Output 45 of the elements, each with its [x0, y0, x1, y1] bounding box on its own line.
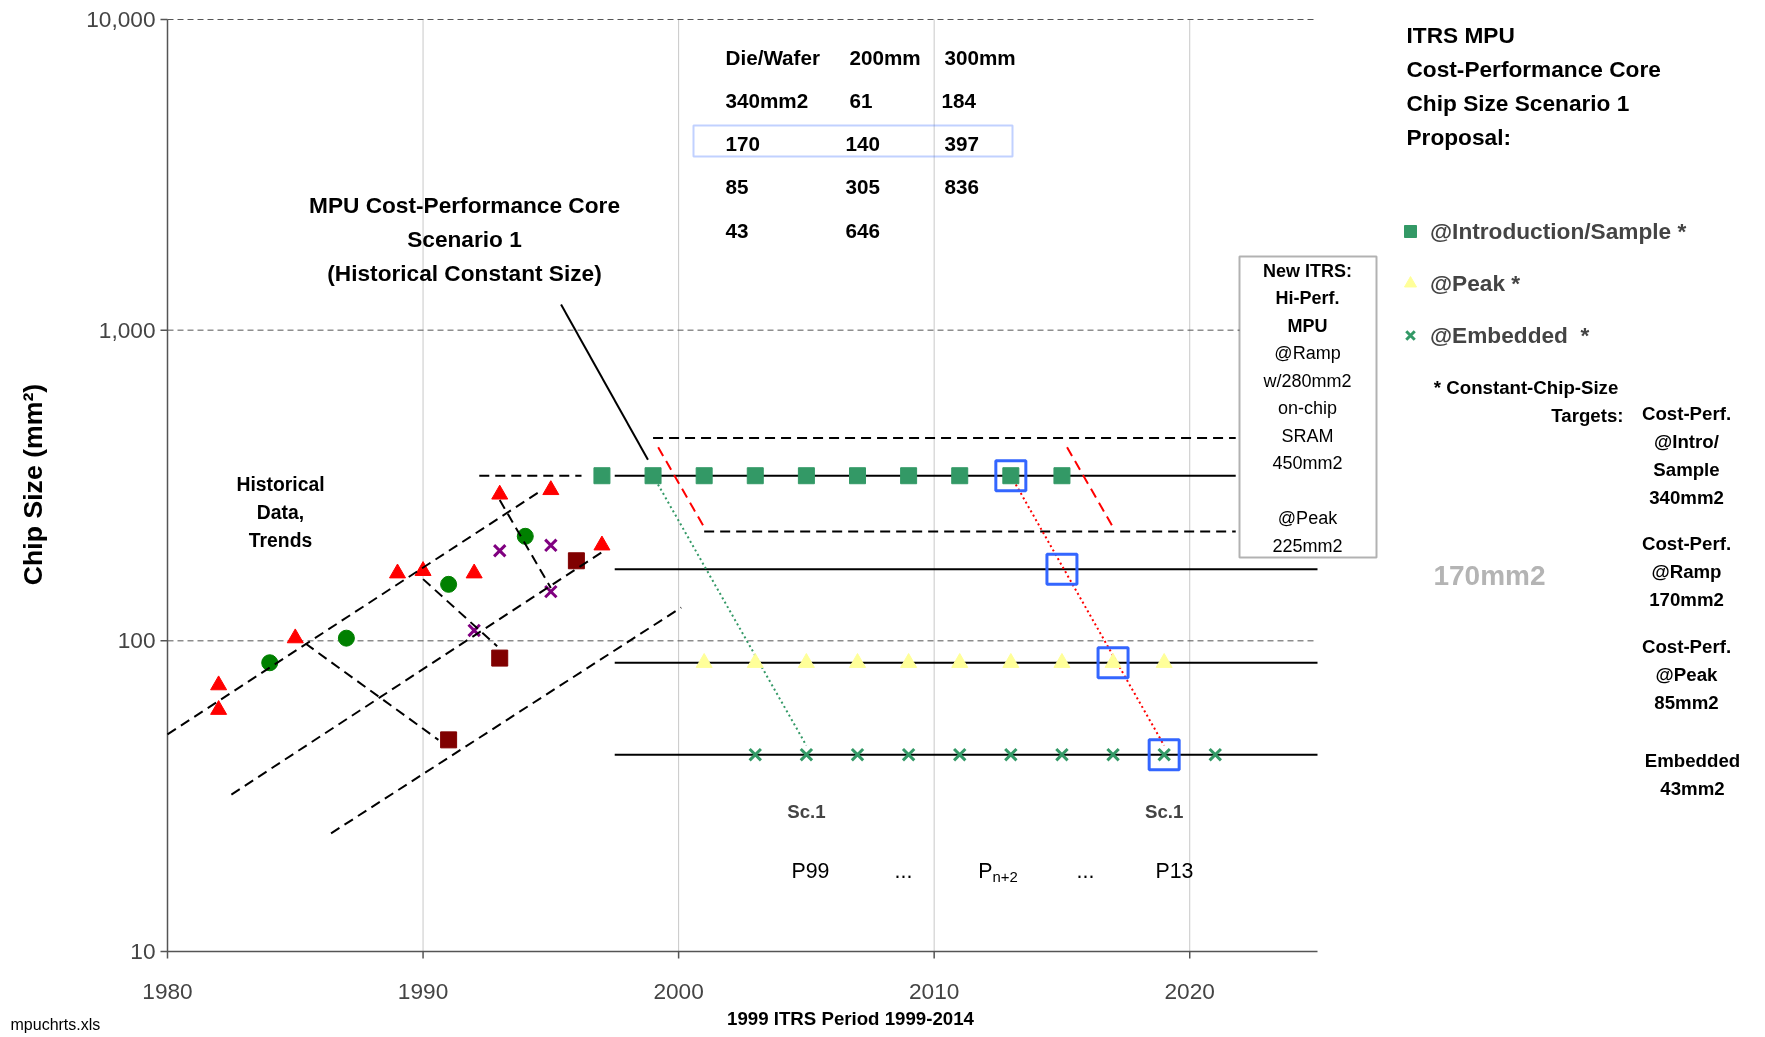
x-tick-label: 2010 — [908, 978, 960, 1004]
annotation: 200mm — [849, 46, 921, 69]
legend-label: @Embedded * — [1430, 320, 1590, 350]
annotation: 340mm2 — [725, 89, 809, 112]
x-tick-label: 1990 — [397, 978, 449, 1004]
y-tick-label: 10,000 — [86, 6, 156, 32]
y-tick-label: 100 — [117, 627, 156, 654]
legend-label: @Introduction/Sample * — [1430, 216, 1687, 246]
annotation: Historical Data, Trends — [236, 474, 325, 551]
legend-label: @Peak * — [1430, 268, 1521, 298]
annotation: 305 — [845, 174, 880, 198]
x-tick-label: 1980 — [142, 978, 193, 1004]
x-tick-label: 2020 — [1164, 978, 1215, 1004]
text: Cost-Perf. @Intro/ Sample 340mm2 — [1641, 403, 1732, 508]
text: mpuchrts.xls — [10, 1016, 101, 1033]
annotation: 300mm — [944, 46, 1016, 69]
annotation: 836 — [944, 174, 979, 198]
y-tick-label: 10 — [130, 938, 156, 964]
annotation: P13 — [1155, 858, 1194, 883]
annotation: Sc.1 — [787, 801, 826, 823]
text: New ITRS: Hi-Perf. MPU @Ramp w/280mm2 on-chip SRAM 450mm2 @Peak 225mm2 — [1263, 260, 1353, 556]
y-tick-label: 1,000 — [98, 316, 156, 343]
text: Embedded 43mm2 — [1644, 750, 1741, 799]
annotation: ... — [894, 859, 913, 883]
y-axis-title: Chip Size (mm²) — [17, 383, 48, 586]
text: 170mm2 — [1433, 560, 1546, 591]
annotation: P99 — [791, 858, 830, 883]
annotation: Die/Wafer — [725, 46, 821, 69]
text: * Constant-Chip-Size Targets: — [1433, 377, 1624, 426]
text: Cost-Perf. @Peak 85mm2 — [1641, 636, 1732, 713]
annotation: Sc.1 — [1144, 801, 1184, 823]
annotation: MPU Cost-Performance Core Scenario 1 (Historical Constant Size) — [309, 191, 620, 286]
annotation: 140 — [845, 131, 880, 155]
annotation: 43 — [725, 218, 749, 242]
annotation: 85 — [725, 174, 749, 198]
legend-title: ITRS MPU Cost-Performance Core Chip Size Scenario 1 Proposal: — [1406, 21, 1661, 150]
x-tick-label: 2000 — [653, 978, 704, 1004]
text: Cost-Perf. @Ramp 170mm2 — [1641, 533, 1732, 610]
annotation: 646 — [845, 218, 880, 242]
annotation: 170 — [725, 131, 760, 155]
annotation: 184 — [941, 88, 977, 112]
annotation: 397 — [944, 131, 979, 155]
annotation: 61 — [849, 88, 873, 112]
annotation: ... — [1076, 859, 1095, 883]
text: 1999 ITRS Period 1999-2014 — [727, 1008, 975, 1029]
